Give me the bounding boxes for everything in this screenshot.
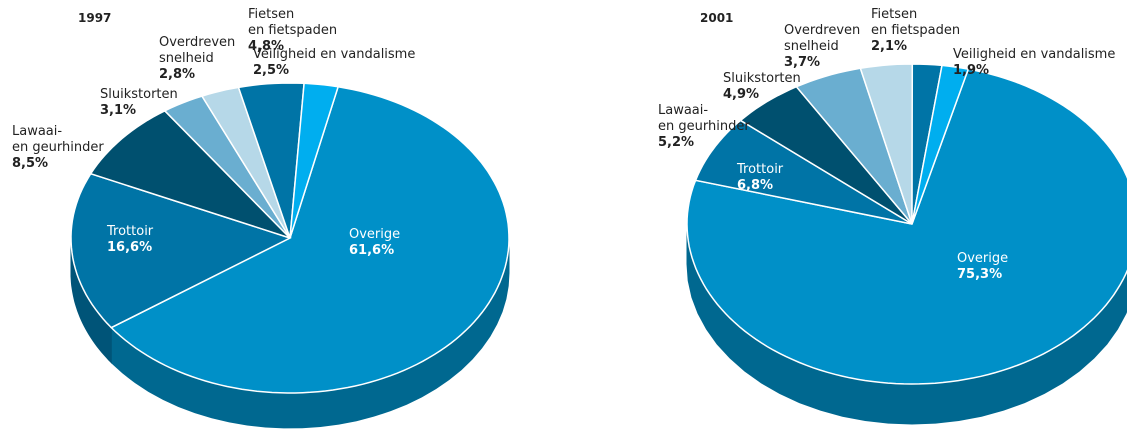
slice xyxy=(795,67,913,225)
value-label: 4,8% xyxy=(248,39,284,54)
slice-label: Lawaai-en geurhinder xyxy=(658,103,750,134)
slice xyxy=(89,109,291,239)
value-label: 3,1% xyxy=(100,103,136,118)
slice-label: Veiligheid en vandalisme xyxy=(253,47,415,62)
slice-label: Overige xyxy=(349,227,400,242)
chart-title: 1997 xyxy=(78,11,111,25)
value-label: 8,5% xyxy=(12,156,48,171)
value-label: 6,8% xyxy=(737,178,773,193)
value-label: 3,7% xyxy=(784,55,820,70)
slice xyxy=(739,85,913,225)
value-label: 2,8% xyxy=(159,67,195,82)
slice xyxy=(70,172,292,329)
slice-label: Overige xyxy=(957,251,1008,266)
slice-label: Veiligheid en vandalisme xyxy=(953,47,1115,62)
value-label: 4,9% xyxy=(723,87,759,102)
slice-label: Sluikstorten xyxy=(100,87,178,102)
slice-label: Trottoir xyxy=(736,162,784,177)
value-label: 16,6% xyxy=(107,240,152,255)
slice-label: Lawaai-en geurhinder xyxy=(12,124,104,155)
slice xyxy=(237,82,305,239)
slice xyxy=(694,119,913,225)
value-label: 75,3% xyxy=(957,267,1002,282)
value-label: 5,2% xyxy=(658,135,694,150)
chart-title: 2001 xyxy=(700,11,733,25)
slice xyxy=(200,86,291,239)
value-label: 2,1% xyxy=(871,39,907,54)
slice-label: Sluikstorten xyxy=(723,71,801,86)
slice-label: Overdreven snelheid xyxy=(159,35,235,66)
slice-label: Overdreven snelheid xyxy=(784,23,860,54)
slice xyxy=(289,82,340,239)
slice xyxy=(163,95,291,239)
value-label: 1,9% xyxy=(953,63,989,78)
slice xyxy=(110,85,510,394)
slice-label: Trottoir xyxy=(106,224,154,239)
slice xyxy=(911,64,970,225)
slice-label: Fietsen en fietspaden xyxy=(248,7,337,38)
slice-label: Fietsen en fietspaden xyxy=(871,7,960,38)
slice xyxy=(859,63,914,225)
value-label: 61,6% xyxy=(349,243,394,258)
value-label: 2,5% xyxy=(253,63,289,78)
slice xyxy=(686,68,1127,385)
